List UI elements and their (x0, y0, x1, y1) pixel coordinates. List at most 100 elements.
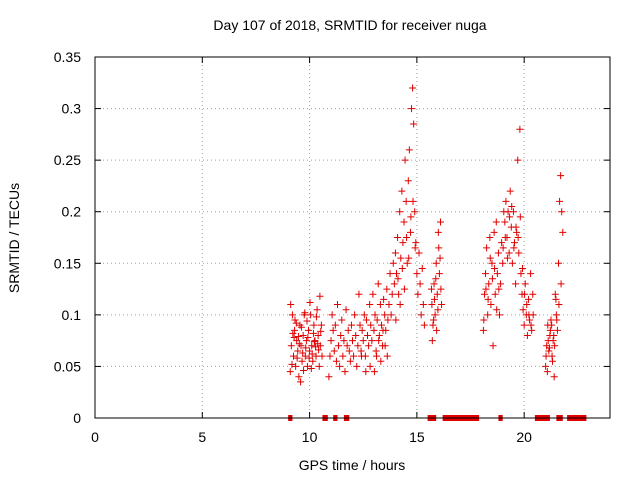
data-point (506, 213, 514, 221)
x-tick-label: 20 (516, 429, 532, 445)
data-point (370, 368, 378, 376)
data-point (386, 270, 394, 278)
data-point (288, 360, 296, 368)
data-point (302, 344, 310, 352)
data-point (407, 213, 415, 221)
data-point (294, 333, 302, 341)
data-point (303, 317, 311, 325)
data-point (553, 316, 561, 324)
data-point (480, 316, 488, 324)
x-tick-label: 10 (302, 429, 318, 445)
data-point (388, 290, 396, 298)
data-point (383, 352, 391, 360)
data-point (428, 301, 436, 309)
data-point (370, 326, 378, 334)
data-point (340, 337, 348, 345)
data-point (514, 156, 522, 164)
data-point (381, 311, 389, 319)
data-point (527, 270, 535, 278)
data-point (299, 331, 307, 339)
data-point (314, 331, 322, 339)
data-point (385, 301, 393, 309)
data-point (292, 319, 300, 327)
data-point (373, 316, 381, 324)
data-point (432, 275, 440, 283)
data-point (337, 331, 345, 339)
data-point (513, 228, 521, 236)
data-point (401, 156, 409, 164)
data-point (402, 197, 410, 205)
data-point (309, 357, 317, 365)
data-point (438, 301, 446, 309)
data-point (494, 249, 502, 257)
data-point (508, 259, 516, 267)
data-point (287, 301, 295, 309)
data-point (524, 295, 532, 303)
data-point (308, 350, 316, 358)
data-point (336, 362, 344, 370)
data-point (377, 357, 385, 365)
data-point (404, 177, 412, 185)
data-point (509, 208, 517, 216)
data-point (555, 259, 562, 267)
data-point (434, 228, 442, 236)
data-point (479, 326, 487, 334)
data-point (556, 197, 564, 205)
data-point (552, 295, 560, 303)
data-point (489, 342, 497, 350)
data-point (495, 311, 503, 319)
data-point (312, 343, 320, 351)
data-point (427, 285, 435, 293)
data-point (519, 306, 527, 314)
data-point (482, 270, 490, 278)
data-point (545, 347, 553, 355)
data-point (312, 352, 320, 360)
axis-ticks: 0 5 10 15 20 0 0.05 0.1 0.15 0.2 0.25 0.3 0.35 (54, 49, 610, 445)
data-point (330, 347, 338, 355)
data-point (546, 326, 554, 334)
data-point (553, 326, 561, 334)
data-point (526, 316, 534, 324)
x-tick-label: 15 (409, 429, 425, 445)
data-point (368, 337, 376, 345)
data-point (528, 326, 536, 334)
data-point (384, 316, 392, 324)
data-point (521, 290, 529, 298)
data-point (366, 301, 374, 309)
data-point (419, 301, 427, 309)
data-point (506, 187, 514, 195)
data-point (349, 337, 356, 345)
data-point (510, 244, 518, 252)
data-point (345, 347, 353, 355)
data-point (409, 197, 417, 205)
data-point (369, 290, 377, 298)
data-point (430, 295, 438, 303)
data-point (338, 316, 346, 324)
data-point (303, 362, 311, 370)
y-tick-label: 0.2 (62, 204, 82, 220)
data-point (486, 254, 494, 262)
data-point (380, 295, 388, 303)
data-point (398, 264, 406, 272)
data-point (550, 373, 558, 381)
data-point (297, 378, 305, 386)
data-point (512, 223, 520, 231)
data-point (317, 327, 325, 335)
data-point (332, 357, 340, 365)
y-tick-label: 0.15 (54, 255, 81, 271)
data-point (353, 362, 361, 370)
data-point (373, 352, 381, 360)
data-point (307, 364, 315, 372)
data-point (400, 285, 408, 293)
data-point (480, 290, 488, 298)
data-point (405, 146, 413, 154)
data-point (521, 280, 529, 288)
data-point (543, 368, 551, 376)
data-point (542, 362, 550, 370)
data-point (290, 334, 298, 342)
data-point (300, 367, 308, 375)
data-point (512, 280, 520, 288)
data-point (434, 306, 442, 314)
chart-title: Day 107 of 2018, SRMTID for receiver nug… (213, 17, 486, 33)
data-point (559, 228, 567, 236)
